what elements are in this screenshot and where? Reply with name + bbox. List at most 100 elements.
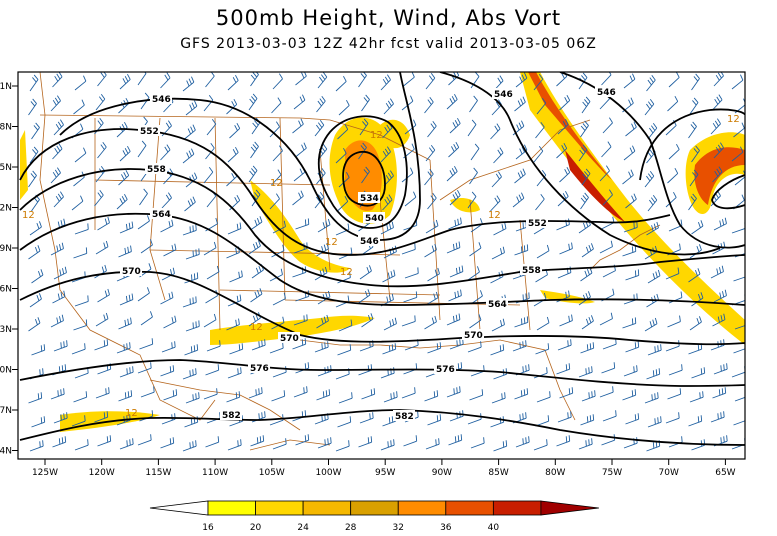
colorbar-swatch xyxy=(207,500,256,516)
wind-barb xyxy=(710,411,725,423)
wind-barb xyxy=(248,165,258,183)
wind-barb xyxy=(226,391,241,403)
wind-barb xyxy=(599,165,610,182)
wind-barb xyxy=(734,325,745,330)
wind-barb xyxy=(646,75,656,92)
wind-barb xyxy=(31,344,46,356)
wind-barb xyxy=(359,412,374,424)
wind-barb xyxy=(337,123,349,140)
wind-barb xyxy=(689,244,702,259)
wind-barb xyxy=(182,296,197,308)
wind-barb xyxy=(295,362,310,374)
wind-barb xyxy=(73,247,88,259)
wind-barb xyxy=(533,74,544,91)
wind-barb xyxy=(316,242,329,257)
wind-barb xyxy=(161,192,172,209)
wind-barb xyxy=(536,391,551,403)
wind-barb xyxy=(665,412,680,424)
vort-label: 12 xyxy=(727,114,740,125)
wind-barb xyxy=(491,246,505,260)
wind-barb xyxy=(469,242,482,257)
wind-barb xyxy=(185,248,200,260)
wind-barb xyxy=(625,121,637,137)
wind-barb xyxy=(185,320,200,332)
height-label: 564 xyxy=(152,210,171,220)
wind-barb xyxy=(203,388,218,400)
wind-barb xyxy=(97,288,110,303)
wind-barb xyxy=(119,438,134,450)
wind-barb xyxy=(338,319,353,332)
wind-barb xyxy=(28,392,43,404)
wind-barb xyxy=(116,193,128,210)
wind-barb xyxy=(646,368,661,380)
wind-barb xyxy=(205,436,220,448)
wind-barb xyxy=(424,315,437,330)
wind-barb xyxy=(52,436,67,448)
vorticity-labels: 12 12 12 12 12 12 12 12 12 xyxy=(22,114,740,419)
wind-barb xyxy=(382,122,393,139)
wind-barb xyxy=(293,314,308,326)
wind-barb xyxy=(272,438,287,450)
colorbar-label: 40 xyxy=(488,523,500,533)
colorbar-high-arrow xyxy=(540,500,599,516)
wind-barb xyxy=(404,191,417,207)
wind-barb xyxy=(424,390,439,402)
wind-barb xyxy=(622,169,634,185)
wind-barb xyxy=(536,316,550,331)
wind-barb xyxy=(29,74,39,92)
wind-barb xyxy=(28,170,37,188)
wind-barb xyxy=(229,343,244,355)
wind-barb xyxy=(116,342,131,354)
wind-barb xyxy=(491,318,505,332)
height-labels: 546 552 558 564 570 576 582 534 540 546 … xyxy=(120,86,617,422)
wind-barb xyxy=(316,314,329,329)
wind-barb xyxy=(140,239,153,254)
longitude-labels: 125W 120W 115W 110W 105W 100W 95W 90W 85W 80W 75W 7… xyxy=(32,459,736,478)
wind-barb xyxy=(248,387,263,399)
height-label: 570 xyxy=(464,331,483,341)
wind-barb xyxy=(490,195,501,212)
wind-barb xyxy=(403,72,415,87)
wind-barb xyxy=(688,343,703,355)
wind-barb xyxy=(94,264,107,279)
wind-barb xyxy=(293,386,308,398)
wind-barb xyxy=(425,145,436,162)
wind-barb xyxy=(514,168,526,184)
vort-label: 12 xyxy=(340,267,353,278)
wind-barb xyxy=(73,99,85,115)
wind-barb xyxy=(470,365,485,377)
wind-barb xyxy=(713,289,727,303)
wind-barb xyxy=(731,438,745,450)
wind-barb xyxy=(490,344,505,356)
wind-barb xyxy=(95,240,109,255)
wind-barb xyxy=(403,435,418,447)
wind-barb xyxy=(185,100,198,116)
lon-label: 85W xyxy=(488,468,508,478)
height-label: 552 xyxy=(528,219,547,229)
lon-label: 80W xyxy=(545,468,565,478)
wind-barb xyxy=(467,266,480,281)
wind-barb xyxy=(185,392,200,404)
wind-barb xyxy=(361,388,376,400)
wind-barb xyxy=(161,341,176,353)
wind-barb xyxy=(383,391,398,403)
wind-barb xyxy=(140,386,155,398)
wind-barb xyxy=(184,196,196,212)
wind-barb xyxy=(514,244,529,256)
wind-barb xyxy=(227,146,239,163)
wind-barb xyxy=(161,120,172,137)
wind-barb xyxy=(448,434,463,446)
lon-label: 125W xyxy=(32,468,58,478)
wind-barb xyxy=(533,146,544,163)
wind-barb xyxy=(95,312,109,327)
wind-barb xyxy=(227,222,242,235)
wind-barb xyxy=(118,245,132,258)
wind-barb xyxy=(733,122,745,138)
wind-barb xyxy=(314,341,329,353)
wind-barb xyxy=(710,265,724,279)
lon-label: 105W xyxy=(259,468,285,478)
wind-barb xyxy=(602,410,617,422)
wind-barb xyxy=(556,142,568,159)
wind-barb xyxy=(184,344,199,356)
wind-barb xyxy=(160,365,175,377)
